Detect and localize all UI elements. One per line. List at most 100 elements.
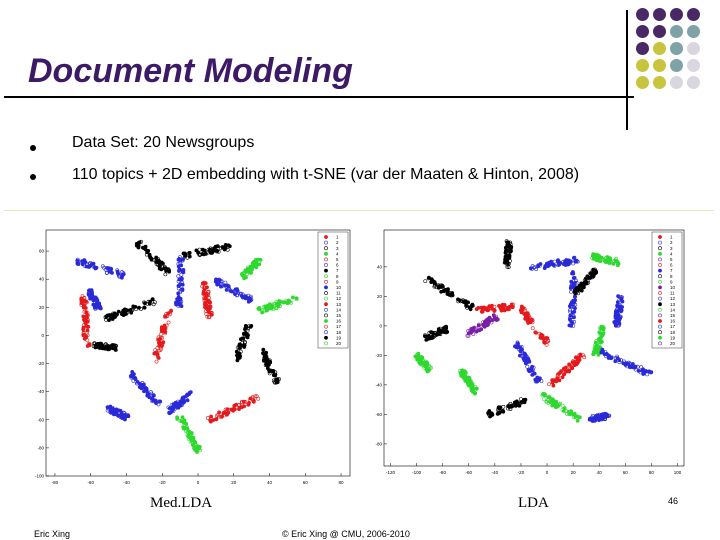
legend-label: 8 xyxy=(336,274,339,279)
decorative-dot xyxy=(687,59,700,72)
data-point xyxy=(117,274,122,279)
legend-label: 18 xyxy=(670,330,676,335)
data-point xyxy=(198,448,203,453)
data-point xyxy=(163,314,168,318)
data-point xyxy=(499,308,504,313)
data-point xyxy=(577,353,582,358)
decorative-dot xyxy=(687,25,700,38)
data-point xyxy=(515,340,520,345)
data-point xyxy=(247,324,252,329)
point-cluster xyxy=(105,404,131,422)
data-point xyxy=(473,327,478,332)
data-point xyxy=(492,315,497,320)
data-point xyxy=(84,317,88,322)
data-point xyxy=(151,393,156,398)
data-point xyxy=(568,260,573,264)
data-point xyxy=(474,386,479,391)
data-point xyxy=(571,276,576,280)
data-point xyxy=(633,364,638,369)
x-tick-label: 0 xyxy=(197,480,200,484)
data-point xyxy=(501,404,506,409)
data-point xyxy=(557,262,562,267)
data-point xyxy=(114,343,118,348)
data-point xyxy=(641,372,646,376)
y-tick-label: 0 xyxy=(379,323,382,328)
data-point xyxy=(223,284,228,288)
data-point xyxy=(87,343,92,348)
data-point xyxy=(546,395,551,400)
data-point xyxy=(242,340,247,345)
data-point xyxy=(262,352,267,357)
data-point xyxy=(109,344,114,348)
legend-marker xyxy=(324,285,328,290)
data-point xyxy=(109,408,113,413)
point-cluster xyxy=(200,280,214,320)
data-point xyxy=(569,324,574,328)
legend-marker xyxy=(324,324,328,329)
data-point xyxy=(203,303,208,307)
data-point xyxy=(208,246,213,251)
data-point xyxy=(504,259,509,263)
data-point xyxy=(108,404,113,409)
data-point xyxy=(236,354,241,359)
data-point xyxy=(484,306,489,311)
legend-marker xyxy=(658,335,662,340)
data-point xyxy=(477,328,482,333)
x-tick-label: 20 xyxy=(571,470,577,475)
data-point xyxy=(427,275,431,280)
legend-label: 12 xyxy=(670,296,676,301)
data-point xyxy=(240,341,245,345)
legend-label: 16 xyxy=(336,319,342,324)
data-point xyxy=(439,330,444,334)
data-point xyxy=(233,290,238,295)
bullet-marker xyxy=(30,174,36,180)
legend-marker xyxy=(324,246,328,251)
legend-label: 9 xyxy=(670,279,673,284)
data-point xyxy=(270,306,274,311)
legend-label: 20 xyxy=(670,341,676,346)
data-point xyxy=(225,407,230,412)
data-point xyxy=(506,250,510,255)
decorative-dot xyxy=(670,25,683,38)
data-point xyxy=(522,351,527,356)
data-point xyxy=(492,309,497,313)
data-point xyxy=(525,311,530,316)
point-cluster xyxy=(91,341,118,353)
data-point xyxy=(468,307,473,312)
y-tick-label: 20 xyxy=(39,305,45,310)
data-point xyxy=(436,283,441,288)
data-point xyxy=(590,256,595,260)
data-point xyxy=(424,360,428,365)
legend-marker xyxy=(658,291,662,295)
decorative-dot xyxy=(670,59,683,72)
data-point xyxy=(197,444,202,449)
data-point xyxy=(289,300,294,305)
point-cluster xyxy=(612,294,625,328)
data-point xyxy=(573,355,578,360)
data-point xyxy=(611,262,616,266)
data-point xyxy=(181,426,186,431)
data-point xyxy=(494,318,499,322)
data-point xyxy=(560,407,565,412)
data-point xyxy=(187,392,192,397)
title-divider xyxy=(4,96,634,98)
legend-marker xyxy=(658,274,662,279)
y-tick-label: 40 xyxy=(39,277,45,282)
data-point xyxy=(280,300,285,305)
data-point xyxy=(613,309,618,314)
y-tick-label: -100 xyxy=(35,474,45,479)
legend-marker xyxy=(658,319,662,323)
data-point xyxy=(418,358,423,363)
data-point xyxy=(242,404,247,409)
data-point xyxy=(162,323,167,328)
point-cluster xyxy=(591,324,606,357)
data-point xyxy=(141,384,146,389)
legend-label: 16 xyxy=(670,319,676,324)
data-point xyxy=(569,319,574,324)
data-point xyxy=(115,413,120,417)
data-point xyxy=(192,439,197,444)
data-point xyxy=(232,403,237,408)
y-tick-label: -20 xyxy=(37,361,44,366)
vertical-divider xyxy=(626,10,628,130)
data-point xyxy=(457,298,462,303)
